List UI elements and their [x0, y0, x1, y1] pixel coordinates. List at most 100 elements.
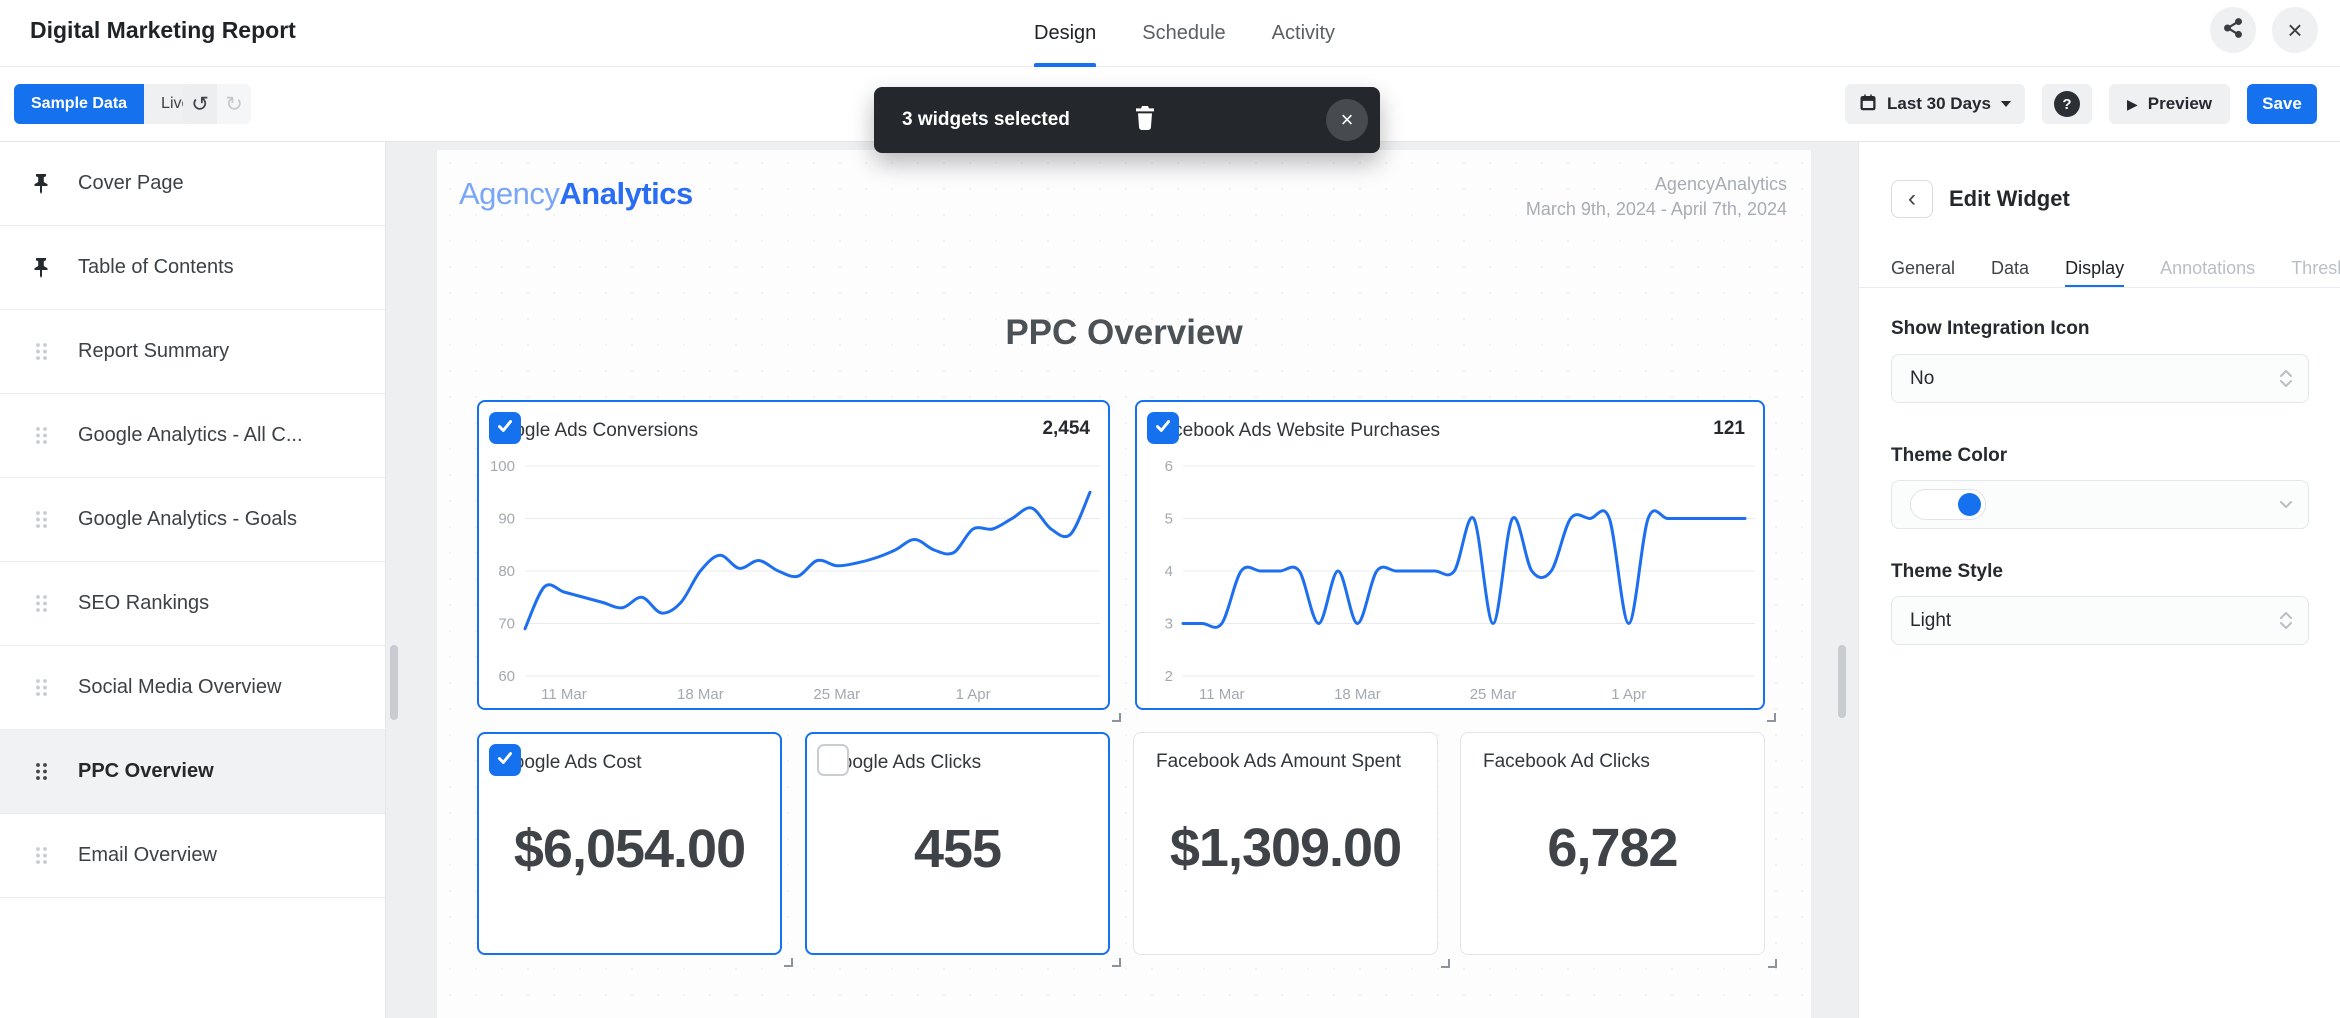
svg-text:6: 6	[1165, 458, 1173, 475]
widget-checkbox-checked[interactable]	[489, 412, 521, 444]
tab-display[interactable]: Display	[2065, 248, 2125, 288]
sidebar-item-seo-rankings[interactable]: SEO Rankings	[0, 562, 385, 646]
show-integration-icon-label: Show Integration Icon	[1891, 318, 2090, 339]
sidebar-item-label: Cover Page	[78, 172, 184, 194]
widget-checkbox-unchecked[interactable]	[817, 744, 849, 776]
svg-text:3: 3	[1165, 616, 1173, 633]
resize-handle[interactable]	[1112, 958, 1121, 967]
drag-handle-icon	[30, 594, 52, 613]
delete-selected-button[interactable]	[1132, 105, 1158, 136]
select-value: No	[1910, 367, 1935, 389]
check-icon	[495, 748, 515, 773]
widget-title: Google Ads Cost	[520, 752, 642, 773]
canvas-scrollbar-thumb[interactable]	[1838, 645, 1846, 718]
color-dot	[1958, 493, 1981, 516]
stepper-icons	[2280, 501, 2292, 508]
theme-style-label: Theme Style	[1891, 561, 2003, 582]
drag-handle-icon	[30, 678, 52, 697]
sidebar-item-label: Social Media Overview	[78, 676, 282, 698]
selection-toast: 3 widgets selected ×	[874, 87, 1380, 153]
widget-google-ads-conversions[interactable]: Google Ads Conversions 2,454 100 90 80 70 60…	[477, 400, 1121, 722]
chevron-down-icon	[2280, 380, 2292, 387]
chevron-up-icon	[2280, 370, 2292, 377]
svg-text:25 Mar: 25 Mar	[1470, 686, 1517, 703]
tab-threshold[interactable]: Threshold	[2291, 257, 2340, 278]
resize-handle[interactable]	[1441, 959, 1450, 968]
check-icon	[1153, 416, 1173, 441]
tab-activity[interactable]: Activity	[1271, 22, 1336, 44]
svg-text:18 Mar: 18 Mar	[1334, 686, 1381, 703]
close-report-button[interactable]: ×	[2272, 7, 2318, 53]
resize-handle[interactable]	[1768, 959, 1777, 968]
deselect-button[interactable]: ×	[1326, 99, 1368, 141]
svg-text:100: 100	[490, 458, 515, 475]
svg-text:80: 80	[498, 563, 515, 580]
help-button[interactable]: ?	[2041, 84, 2092, 124]
preview-button[interactable]: ▶ Preview	[2108, 84, 2230, 124]
report-canvas: AgencyAnalytics AgencyAnalytics March 9t…	[386, 142, 1858, 1018]
svg-text:18 Mar: 18 Mar	[677, 686, 724, 703]
sidebar-item-label: Report Summary	[78, 340, 230, 362]
svg-text:70: 70	[498, 616, 515, 633]
theme-color-select[interactable]	[1891, 480, 2309, 529]
tabs-divider	[1859, 287, 2340, 288]
sidebar-item-table-of-contents[interactable]: Table of Contents	[0, 226, 385, 310]
widget-total-value: 2,454	[1042, 418, 1090, 439]
undo-button[interactable]: ↺	[183, 84, 217, 124]
sidebar-item-report-summary[interactable]: Report Summary	[0, 310, 385, 394]
sidebar-item-cover-page[interactable]: Cover Page	[0, 142, 385, 226]
panel-title: Edit Widget	[1949, 186, 2070, 211]
edit-widget-panel: ‹ Edit Widget General Data Display Annot…	[1858, 142, 2340, 1018]
widget-google-ads-clicks[interactable]: Google Ads Clicks 455	[805, 732, 1121, 967]
sidebar-scrollbar-thumb[interactable]	[390, 645, 398, 720]
back-button[interactable]: ‹	[1891, 180, 1933, 218]
stat-value: 6,782	[1547, 818, 1678, 878]
svg-text:1 Apr: 1 Apr	[1611, 686, 1646, 703]
tab-design[interactable]: Design	[1034, 0, 1097, 67]
resize-handle[interactable]	[1112, 713, 1121, 722]
svg-text:11 Mar: 11 Mar	[1199, 686, 1245, 703]
drag-handle-icon	[30, 426, 52, 445]
tab-general[interactable]: General	[1891, 257, 1956, 278]
undo-redo-group: ↺ ↻	[183, 84, 251, 124]
tab-data[interactable]: Data	[1991, 257, 2030, 278]
widget-total-value: 121	[1713, 418, 1745, 439]
tab-schedule[interactable]: Schedule	[1142, 22, 1226, 44]
stat-value: 455	[913, 819, 1002, 879]
toolbar-right: Last 30 Days ? ▶ Preview Save	[1845, 84, 2317, 124]
chevron-down-icon	[2280, 501, 2292, 508]
show-integration-icon-select[interactable]: No	[1891, 354, 2309, 403]
pin-icon	[30, 173, 52, 194]
resize-handle[interactable]	[1767, 713, 1776, 722]
sidebar-item-ppc-overview[interactable]: PPC Overview	[0, 730, 385, 814]
header-tabs: Design Schedule Activity	[1034, 0, 1335, 67]
sidebar-item-google-analytics-all-channels[interactable]: Google Analytics - All C...	[0, 394, 385, 478]
sidebar-item-social-media-overview[interactable]: Social Media Overview	[0, 646, 385, 730]
preview-label: Preview	[2147, 94, 2212, 113]
redo-button[interactable]: ↻	[217, 84, 251, 124]
widget-checkbox-checked[interactable]	[489, 744, 521, 776]
trash-icon	[1133, 105, 1157, 136]
sidebar-item-google-analytics-goals[interactable]: Google Analytics - Goals	[0, 478, 385, 562]
theme-style-select[interactable]: Light	[1891, 596, 2309, 645]
tab-annotations[interactable]: Annotations	[2160, 257, 2256, 278]
drag-handle-icon	[30, 762, 52, 781]
sidebar-item-email-overview[interactable]: Email Overview	[0, 814, 385, 898]
meta-company: AgencyAnalytics	[1654, 174, 1787, 194]
sample-data-button[interactable]: Sample Data	[14, 84, 145, 124]
widget-checkbox-checked[interactable]	[1147, 412, 1179, 444]
widget-facebook-ads-website-purchases[interactable]: Facebook Ads Website Purchases 121 6 5 4 3 2…	[1135, 400, 1776, 722]
resize-handle[interactable]	[784, 958, 793, 967]
save-button[interactable]: Save	[2247, 84, 2317, 124]
share-button[interactable]	[2210, 7, 2256, 53]
theme-color-label: Theme Color	[1891, 445, 2008, 466]
stepper-icons	[2280, 370, 2292, 387]
widget-facebook-ad-clicks[interactable]: Facebook Ad Clicks 6,782	[1460, 732, 1777, 968]
widget-title: Facebook Ad Clicks	[1483, 751, 1650, 772]
widget-google-ads-cost[interactable]: Google Ads Cost $6,054.00	[477, 732, 793, 967]
date-range-button[interactable]: Last 30 Days	[1845, 84, 2025, 124]
play-icon: ▶	[2126, 95, 2138, 112]
close-icon: ×	[2287, 15, 2303, 45]
widget-facebook-ads-amount-spent[interactable]: Facebook Ads Amount Spent $1,309.00	[1133, 732, 1450, 968]
svg-text:5: 5	[1165, 511, 1173, 528]
